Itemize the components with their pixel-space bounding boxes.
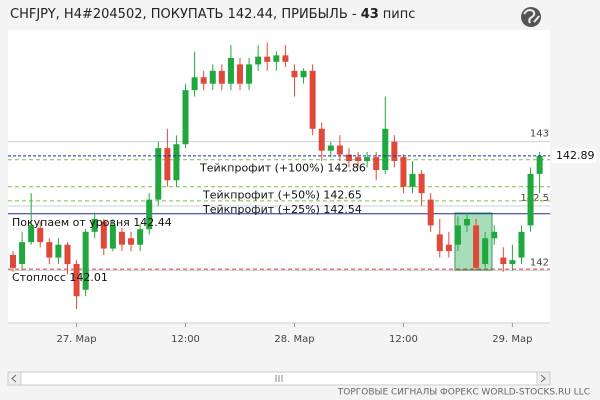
level-label: Покупаем от уровня 142.44 xyxy=(12,216,172,229)
x-tick-label: 28. Мар xyxy=(274,334,314,345)
candle-body xyxy=(164,148,171,181)
candle-body xyxy=(200,77,207,84)
candle-body xyxy=(137,229,144,245)
candle-body xyxy=(82,231,89,290)
title: CHFJPY, H4#204502, ПОКУПАТЬ 142.44, ПРИБ… xyxy=(10,7,361,22)
candle-body xyxy=(282,55,289,62)
last-price-box xyxy=(552,148,596,163)
candle-body xyxy=(109,225,116,249)
x-tick-label: 12:00 xyxy=(171,334,200,345)
y-tick-label: 143 xyxy=(530,129,549,140)
candle-body xyxy=(273,55,280,62)
scroll-arrows xyxy=(11,374,546,383)
plot-area: 142 142.5 143 Тейкпрофит (+100%) 142.86 Тейк… xyxy=(8,30,596,345)
candle-body xyxy=(400,157,407,187)
candle-body xyxy=(336,145,343,155)
candle-body xyxy=(527,173,534,226)
candle-body xyxy=(482,238,489,265)
level-label: Тейкпрофит (+25%) 142.54 xyxy=(202,203,362,216)
candle-body xyxy=(28,225,35,243)
candle-body xyxy=(491,231,498,239)
candle-body xyxy=(209,70,216,84)
candle-body xyxy=(373,157,380,170)
candle-body xyxy=(46,242,53,258)
candle-body xyxy=(454,225,461,245)
scroll-right[interactable] xyxy=(536,371,551,386)
candle-body xyxy=(118,231,125,245)
profit-unit: пипс xyxy=(383,7,416,22)
candle-body xyxy=(10,255,16,268)
y-tick-label: 142.5 xyxy=(520,193,549,204)
x-tick-label: 27. Мар xyxy=(56,334,96,345)
y-tick-label: 142 xyxy=(530,257,549,268)
candle-body xyxy=(518,231,525,258)
level-label: Стоплосс 142.01 xyxy=(12,271,108,284)
candle-body xyxy=(364,157,371,161)
x-tick-label: 12:00 xyxy=(389,334,418,345)
candle-body xyxy=(327,145,334,151)
candle-body xyxy=(309,70,316,129)
chart-title: CHFJPY, H4#204502, ПОКУПАТЬ 142.44, ПРИБ… xyxy=(10,7,415,22)
candle-body xyxy=(436,234,443,252)
candle-body xyxy=(37,227,44,243)
x-tick-label: 29. Мар xyxy=(492,334,532,345)
scroll-left[interactable] xyxy=(7,371,22,386)
footer: ТОРГОВЫЕ СИГНАЛЫ ФОРЕКС WORLD-STOCKS.RU … xyxy=(337,388,590,398)
candle-body xyxy=(509,260,516,265)
candle-body xyxy=(19,242,26,265)
candle-body xyxy=(409,173,416,187)
candle-body xyxy=(91,218,98,232)
plot-bg xyxy=(8,30,550,323)
candle-body xyxy=(146,199,153,230)
last-price-label: 142.89 xyxy=(556,149,595,162)
candle-body xyxy=(427,199,434,226)
candle-body xyxy=(300,70,307,78)
candle-body xyxy=(191,77,198,91)
candle-body xyxy=(55,244,62,258)
candle-body xyxy=(255,56,262,65)
globe-icon[interactable] xyxy=(521,7,541,27)
candle-body xyxy=(445,244,452,252)
candle-body xyxy=(382,128,389,170)
candle-body xyxy=(100,221,107,249)
candle-body xyxy=(237,64,243,84)
candle-body xyxy=(500,257,507,265)
candle-body xyxy=(227,57,234,84)
candle-body xyxy=(73,264,80,297)
profit: 43 xyxy=(361,7,379,22)
candle-body xyxy=(64,244,71,265)
candle-body xyxy=(291,70,298,78)
candle-body xyxy=(464,218,470,226)
candle-body xyxy=(182,90,189,145)
candle-body xyxy=(318,128,325,151)
candle-body xyxy=(473,225,480,268)
candle-body xyxy=(355,157,362,161)
scroll-grip[interactable] xyxy=(275,375,283,382)
globe-land xyxy=(523,9,540,24)
candle-body xyxy=(391,141,398,161)
level-label: Тейкпрофит (+100%) 142.86 xyxy=(199,162,366,175)
candle-body xyxy=(264,56,271,62)
candle-body xyxy=(128,238,135,245)
candle-body xyxy=(155,148,162,200)
candle-body xyxy=(173,144,180,181)
candle-body xyxy=(345,154,352,161)
candle-body xyxy=(418,173,425,194)
candle-body xyxy=(536,155,543,174)
candle-body xyxy=(246,64,253,84)
level-label: Тейкпрофит (+50%) 142.65 xyxy=(202,189,362,202)
candle-body xyxy=(218,70,225,84)
